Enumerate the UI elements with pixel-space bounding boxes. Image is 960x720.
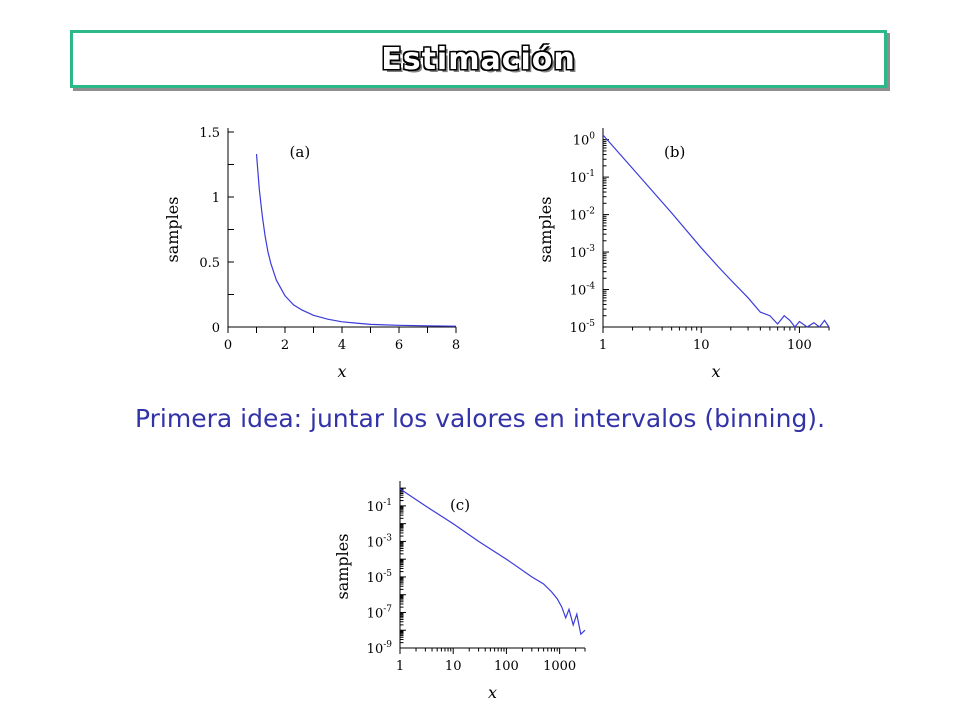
title-banner: Estimación <box>70 30 887 88</box>
caption-text: Primera idea: juntar los valores en inte… <box>134 404 826 433</box>
y-axis-title: samples <box>536 197 555 263</box>
y-tick-base: 10 <box>570 284 587 299</box>
y-tick-label: 1.5 <box>199 126 220 141</box>
y-axis-title: samples <box>163 197 182 263</box>
y-tick-exponent: -5 <box>383 569 392 579</box>
x-tick-label: 1 <box>396 659 404 674</box>
y-tick-exponent: -3 <box>586 244 595 254</box>
y-tick-label: 1 <box>212 191 220 206</box>
panel-label: (b) <box>664 143 685 161</box>
x-tick-label: 1 <box>599 338 607 353</box>
panel-label: (c) <box>450 496 470 514</box>
y-tick-exponent: -4 <box>586 282 595 292</box>
y-tick-label: 10-9 <box>367 640 393 657</box>
x-tick-label: 10 <box>693 338 710 353</box>
y-tick-exponent: -2 <box>586 207 595 217</box>
y-tick-label: 10-3 <box>570 244 596 261</box>
y-tick-exponent: 0 <box>589 132 595 142</box>
panel-label: (a) <box>290 143 311 161</box>
y-tick-label: 0.5 <box>199 256 220 271</box>
x-tick-label: 10 <box>445 659 462 674</box>
y-tick-exponent: -7 <box>383 604 392 614</box>
y-tick-label: 10-1 <box>570 169 595 186</box>
x-axis-title: x <box>337 362 346 381</box>
y-tick-base: 10 <box>570 246 587 261</box>
series-line <box>602 134 830 328</box>
series-line <box>255 154 457 327</box>
y-tick-base: 10 <box>367 642 384 657</box>
y-tick-label: 100 <box>573 132 596 149</box>
slide-title: Estimación <box>381 41 576 77</box>
y-tick-exponent: -3 <box>383 533 392 543</box>
x-tick-label: 100 <box>494 659 519 674</box>
y-tick-base: 10 <box>367 571 384 586</box>
y-tick-base: 10 <box>573 134 590 149</box>
y-tick-label: 10-4 <box>570 282 596 299</box>
y-axis-title: samples <box>333 534 352 600</box>
y-tick-exponent: -1 <box>586 169 595 179</box>
y-tick-exponent: -9 <box>383 640 392 650</box>
x-tick-label: 1000 <box>543 659 576 674</box>
y-tick-label: 10-7 <box>367 604 393 621</box>
y-tick-label: 10-3 <box>367 533 393 550</box>
x-tick-label: 6 <box>395 338 403 353</box>
y-tick-exponent: -5 <box>586 319 595 329</box>
series-line <box>399 488 586 636</box>
y-tick-base: 10 <box>570 171 587 186</box>
y-tick-exponent: -1 <box>383 498 392 508</box>
x-tick-label: 8 <box>452 338 460 353</box>
y-tick-base: 10 <box>570 209 587 224</box>
chart-a: 0 2 4 6 8 0 0.5 1 1.5 x samples (a) <box>163 126 460 381</box>
y-tick-label: 0 <box>212 321 220 336</box>
x-tick-label: 4 <box>338 338 346 353</box>
chart-c: 1 10 100 100010-910-710-510-310-1xsamples(c… <box>333 481 586 702</box>
x-axis-title: x <box>711 362 720 381</box>
y-tick-base: 10 <box>367 535 384 550</box>
x-tick-label: 0 <box>224 338 232 353</box>
y-tick-base: 10 <box>570 321 587 336</box>
y-tick-label: 10-1 <box>367 498 392 515</box>
y-tick-label: 10-2 <box>570 207 595 224</box>
y-tick-label: 10-5 <box>570 319 596 336</box>
x-axis-title: x <box>488 683 497 702</box>
x-tick-label: 100 <box>787 338 812 353</box>
y-tick-label: 10-5 <box>367 569 393 586</box>
x-tick-label: 2 <box>281 338 289 353</box>
y-tick-base: 10 <box>367 606 384 621</box>
y-tick-base: 10 <box>367 500 384 515</box>
